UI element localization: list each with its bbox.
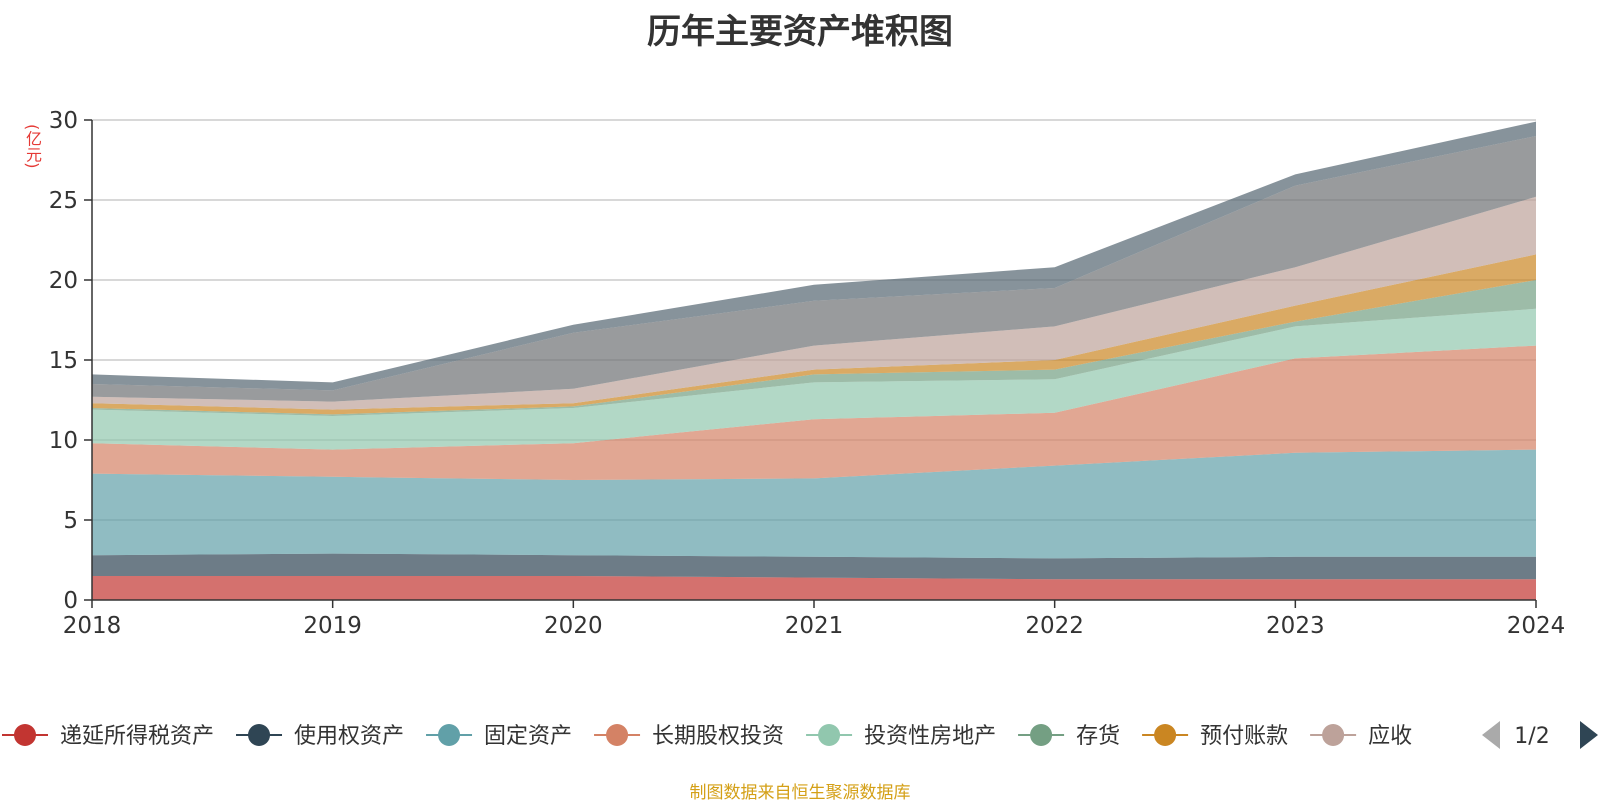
x-tick-label: 2024 — [1507, 613, 1566, 639]
legend-label: 应收 — [1368, 724, 1412, 749]
legend-dot-icon — [1030, 724, 1053, 746]
legend-label: 递延所得税资产 — [60, 724, 214, 749]
area-series-0 — [92, 576, 1536, 600]
legend-dot-icon — [1322, 724, 1345, 746]
legend-dot-icon — [438, 724, 461, 746]
legend-item[interactable]: 递延所得税资产 — [2, 724, 214, 749]
y-axis-unit-label: (亿元) — [23, 124, 42, 169]
legend-page-indicator: 1/2 — [1514, 724, 1549, 749]
area-series-8 — [92, 136, 1536, 402]
axis-layer: 0 5 10 15 20 25 30 2018 2019 2020 2021 2022 2023 2024 — [49, 108, 1566, 639]
x-tick-label: 2020 — [544, 613, 603, 639]
legend-dot-icon — [1154, 724, 1177, 746]
legend-prev-page-icon[interactable] — [1482, 721, 1500, 749]
legend-item[interactable]: 使用权资产 — [236, 724, 404, 749]
legend-dot-icon — [248, 724, 271, 746]
source-note: 制图数据来自恒生聚源数据库 — [689, 783, 911, 803]
area-series-4 — [92, 308, 1536, 450]
y-tick-label: 25 — [49, 188, 78, 214]
x-tick-label: 2023 — [1266, 613, 1325, 639]
x-tick-label: 2021 — [785, 613, 844, 639]
legend-next-page-icon[interactable] — [1580, 721, 1598, 749]
legend-label: 长期股权投资 — [652, 724, 784, 749]
legend-dot-icon — [14, 724, 36, 746]
area-layer — [92, 121, 1536, 600]
legend-label: 固定资产 — [484, 724, 572, 749]
x-tick-label: 2018 — [63, 613, 122, 639]
y-tick-label: 5 — [63, 508, 78, 534]
legend-dot-icon — [606, 724, 629, 746]
y-tick-label: 20 — [49, 268, 78, 294]
y-tick-label: 10 — [49, 428, 78, 454]
legend-item[interactable]: 存货 — [1018, 724, 1120, 749]
y-tick-label: 0 — [63, 588, 78, 614]
legend-label: 使用权资产 — [294, 724, 404, 749]
area-series-2 — [92, 449, 1536, 559]
legend-items: 递延所得税资产 使用权资产 固定资产 长期股权投资 投资性房地产 存货 预付账款 应收 — [2, 724, 1412, 749]
area-series-3 — [92, 345, 1536, 480]
legend-item[interactable]: 固定资产 — [426, 724, 572, 749]
y-tick-label: 30 — [49, 108, 78, 134]
legend-dot-icon — [818, 724, 841, 746]
x-tick-label: 2019 — [303, 613, 362, 639]
area-series-1 — [92, 553, 1536, 580]
area-series-7 — [92, 196, 1536, 410]
legend-label: 投资性房地产 — [864, 724, 996, 749]
chart-title: 历年主要资产堆积图 — [647, 12, 953, 52]
y-tick-label: 15 — [49, 348, 78, 374]
legend-label: 存货 — [1076, 724, 1120, 749]
legend: 递延所得税资产 使用权资产 固定资产 长期股权投资 投资性房地产 存货 预付账款 应收 1/2 — [2, 721, 1598, 749]
legend-item[interactable]: 长期股权投资 — [594, 724, 784, 749]
legend-label: 预付账款 — [1200, 724, 1288, 749]
legend-item[interactable]: 预付账款 — [1142, 724, 1288, 749]
legend-item[interactable]: 投资性房地产 — [806, 724, 996, 749]
legend-item[interactable]: 应收 — [1310, 724, 1412, 749]
x-tick-label: 2022 — [1025, 613, 1084, 639]
